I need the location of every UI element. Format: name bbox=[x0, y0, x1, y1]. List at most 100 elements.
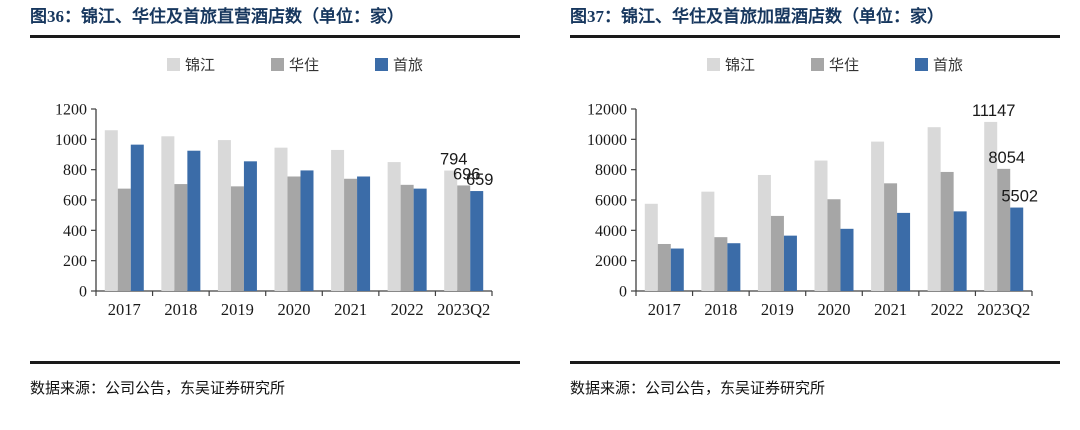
y-tick-label: 0 bbox=[619, 284, 627, 301]
x-tick-label: 2021 bbox=[874, 300, 907, 319]
bar-华住-2022 bbox=[940, 172, 954, 292]
x-tick-label: 2019 bbox=[761, 300, 794, 319]
bar-华住-2018 bbox=[714, 237, 728, 292]
x-tick-label: 2021 bbox=[334, 300, 367, 319]
legend-label: 锦江 bbox=[184, 57, 215, 74]
bar-首旅-2017 bbox=[670, 248, 684, 292]
x-tick-label: 2023Q2 bbox=[437, 300, 490, 319]
bar-锦江-2018 bbox=[161, 136, 175, 292]
bar-首旅-2022 bbox=[413, 188, 427, 292]
bar-华住-2021 bbox=[344, 178, 358, 292]
figure-37-bottom-divider bbox=[570, 361, 1060, 365]
bar-首旅-2019 bbox=[243, 161, 257, 292]
legend-swatch-icon bbox=[375, 57, 388, 71]
x-tick-label: 2017 bbox=[648, 300, 681, 319]
bar-首旅-2022 bbox=[953, 211, 967, 292]
figure-36-title-divider bbox=[30, 35, 520, 39]
bar-首旅-2021 bbox=[357, 176, 371, 292]
legend-item-首旅: 首旅 bbox=[375, 54, 423, 75]
data-label-首旅: 5502 bbox=[1001, 188, 1038, 206]
x-tick-label: 2017 bbox=[108, 300, 141, 319]
legend-label: 锦江 bbox=[724, 57, 755, 74]
bar-华住-2023Q2 bbox=[997, 168, 1011, 292]
figure-37-title: 图37：锦江、华住及首旅加盟酒店数（单位：家） bbox=[570, 7, 944, 26]
y-tick-label: 200 bbox=[63, 253, 87, 270]
bar-锦江-2020 bbox=[814, 160, 828, 292]
y-tick-label: 8000 bbox=[595, 162, 627, 179]
data-label-锦江: 794 bbox=[440, 151, 468, 169]
data-label-锦江: 11147 bbox=[972, 102, 1015, 120]
y-tick-label: 0 bbox=[79, 284, 87, 301]
x-tick-label: 2023Q2 bbox=[977, 300, 1030, 319]
x-tick-label: 2022 bbox=[931, 300, 964, 319]
bar-首旅-2017 bbox=[130, 144, 144, 292]
legend-item-首旅: 首旅 bbox=[915, 54, 963, 75]
y-tick-label: 10000 bbox=[587, 132, 627, 149]
bar-锦江-2023Q2 bbox=[444, 170, 458, 292]
x-tick-label: 2018 bbox=[164, 300, 197, 319]
figure-37-legend: 锦江 华住 首旅 bbox=[570, 38, 1060, 90]
bar-首旅-2019 bbox=[783, 235, 797, 292]
bar-锦江-2019 bbox=[217, 140, 231, 292]
legend-swatch-icon bbox=[915, 57, 928, 71]
y-tick-label: 12000 bbox=[587, 102, 627, 119]
x-tick-label: 2018 bbox=[704, 300, 737, 319]
bar-锦江-2021 bbox=[871, 141, 885, 292]
legend-label: 华住 bbox=[288, 57, 319, 74]
bar-锦江-2017 bbox=[104, 130, 118, 292]
bar-首旅-2020 bbox=[300, 170, 314, 292]
y-tick-label: 2000 bbox=[595, 253, 627, 270]
bar-锦江-2018 bbox=[701, 191, 715, 292]
legend-label: 首旅 bbox=[933, 57, 964, 74]
legend-item-华住: 华住 bbox=[270, 54, 319, 75]
bar-锦江-2022 bbox=[927, 127, 941, 292]
bar-锦江-2023Q2 bbox=[984, 122, 998, 292]
data-label-华住: 8054 bbox=[988, 149, 1025, 167]
bar-华住-2020 bbox=[827, 199, 841, 292]
bar-华住-2017 bbox=[117, 188, 131, 292]
bar-华住-2019 bbox=[770, 216, 784, 292]
legend-swatch-icon bbox=[706, 57, 720, 71]
figure-37-bar-chart: 0 2000 4000 6000 8000 10000 12000 2017 2018 2019 2… bbox=[587, 102, 1038, 320]
bar-锦江-2019 bbox=[757, 175, 771, 292]
bar-首旅-2023Q2 bbox=[1010, 207, 1024, 292]
bar-华住-2019 bbox=[230, 186, 244, 292]
data-label-首旅: 659 bbox=[466, 171, 494, 189]
bar-华住-2018 bbox=[174, 184, 188, 292]
x-tick-label: 2019 bbox=[221, 300, 254, 319]
legend-swatch-icon bbox=[810, 57, 824, 71]
bar-锦江-2022 bbox=[387, 162, 401, 292]
bar-华住-2022 bbox=[400, 184, 414, 292]
data-label-华住: 696 bbox=[453, 166, 481, 184]
legend-item-锦江: 锦江 bbox=[706, 54, 755, 75]
bar-锦江-2021 bbox=[331, 150, 345, 292]
legend-swatch-icon bbox=[270, 57, 284, 71]
legend-label: 首旅 bbox=[393, 57, 424, 74]
figure-37-title-divider bbox=[570, 35, 1060, 39]
y-tick-label: 400 bbox=[63, 223, 87, 240]
y-tick-label: 1200 bbox=[55, 102, 87, 119]
bar-锦江-2020 bbox=[274, 147, 288, 292]
y-tick-label: 4000 bbox=[595, 223, 627, 240]
bar-华住-2020 bbox=[287, 176, 301, 292]
bar-华住-2017 bbox=[657, 244, 671, 292]
legend-item-华住: 华住 bbox=[810, 54, 859, 75]
bar-首旅-2023Q2 bbox=[470, 191, 484, 292]
figure-36-bar-chart: 0 200 400 600 800 1000 1200 2017 2018 2019 2020 202… bbox=[55, 102, 494, 320]
figure-36-panel: 图36：锦江、华住及首旅直营酒店数（单位：家） 锦江 华住 首旅 0 200 400 60… bbox=[30, 7, 520, 397]
y-tick-label: 1000 bbox=[55, 132, 87, 149]
bar-首旅-2020 bbox=[840, 228, 854, 292]
figure-36-legend: 锦江 华住 首旅 bbox=[30, 38, 520, 90]
bar-首旅-2018 bbox=[727, 243, 741, 292]
y-tick-label: 6000 bbox=[595, 193, 627, 210]
bar-首旅-2021 bbox=[897, 212, 911, 292]
legend-item-锦江: 锦江 bbox=[166, 54, 215, 75]
figure-37-panel: 图37：锦江、华住及首旅加盟酒店数（单位：家） 锦江 华住 首旅 0 2000 4000… bbox=[540, 0, 1080, 430]
bar-华住-2023Q2 bbox=[457, 185, 471, 292]
x-tick-label: 2022 bbox=[391, 300, 424, 319]
figure-36-bottom-divider bbox=[30, 361, 520, 365]
bar-华住-2021 bbox=[884, 183, 898, 292]
bar-首旅-2018 bbox=[187, 150, 201, 292]
bar-锦江-2017 bbox=[644, 203, 658, 292]
figure-37-source-note: 数据来源：公司公告，东吴证券研究所 bbox=[570, 381, 826, 398]
